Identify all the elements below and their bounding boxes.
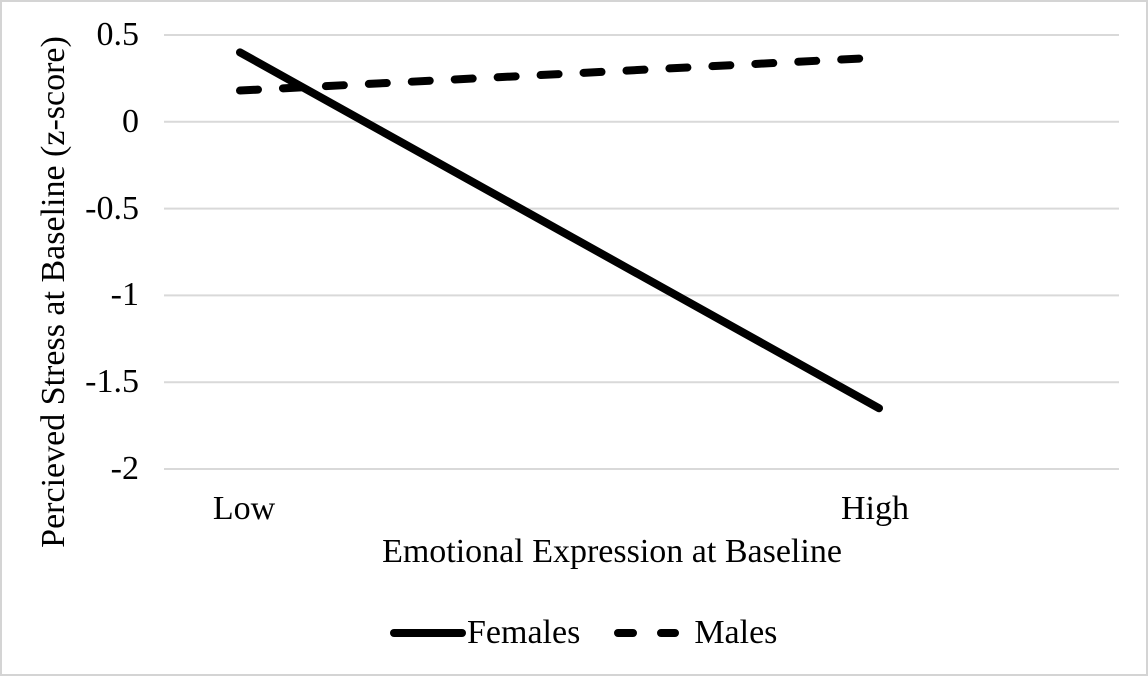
legend-item-females: Females xyxy=(389,615,580,651)
x-tick-label-low: Low xyxy=(212,490,276,527)
y-tick-label: 0 xyxy=(122,102,139,140)
legend-label-females: Females xyxy=(467,614,581,651)
series-line-males xyxy=(236,53,883,95)
y-tick-label: -1 xyxy=(110,276,139,314)
x-axis-title: Emotional Expression at Baseline xyxy=(382,533,842,570)
males-dashed-line-sample-icon xyxy=(614,629,680,637)
y-tick-label: -2 xyxy=(110,450,139,487)
legend-label-males: Males xyxy=(694,614,778,651)
y-tick-label: 0.5 xyxy=(96,16,140,53)
females-solid-line-sample-icon xyxy=(390,629,466,637)
legend: Females Males xyxy=(389,615,777,651)
legend-item-males: Males xyxy=(613,615,777,651)
y-tick-label: -0.5 xyxy=(85,189,139,227)
series-line-females xyxy=(236,48,883,413)
x-tick-label-high: High xyxy=(841,490,909,527)
y-tick-label: -1.5 xyxy=(85,363,139,401)
